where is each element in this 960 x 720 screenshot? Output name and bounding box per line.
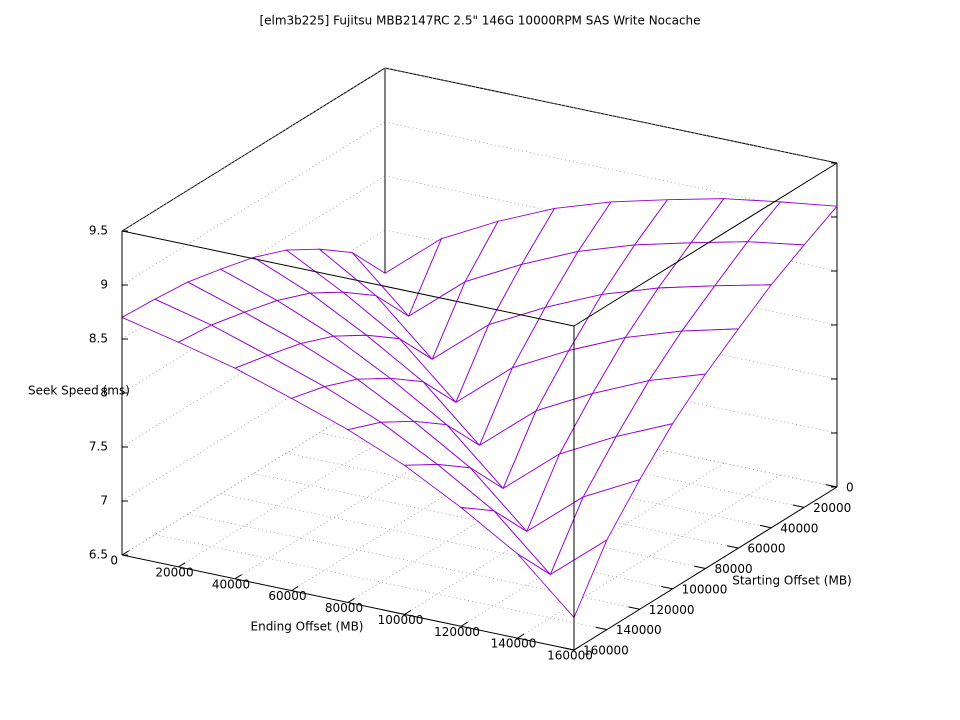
x-tick-label: 100000 <box>378 613 424 627</box>
y-tick-label: 100000 <box>682 582 728 596</box>
y-tick <box>825 484 838 488</box>
x-tick <box>573 645 581 651</box>
z-tick-label: 8.5 <box>89 332 108 346</box>
chart-title: [elm3b225] Fujitsu MBB2147RC 2.5" 146G 1… <box>259 14 700 28</box>
x-tick-label: 20000 <box>155 565 193 579</box>
y-tick-label: 160000 <box>583 644 629 658</box>
grid-line <box>286 452 739 549</box>
x-tick-label: 40000 <box>212 577 250 591</box>
x-tick <box>460 621 468 627</box>
z-tick-label: 7.5 <box>89 440 108 454</box>
box-edge <box>573 162 838 327</box>
x-tick-label: 160000 <box>547 649 593 663</box>
y-tick-label: 40000 <box>780 521 818 535</box>
y-axis-label: Starting Offset (MB) <box>732 574 852 588</box>
z-tick-label: 6.5 <box>89 548 108 562</box>
grid-line <box>220 493 673 590</box>
y-tick <box>694 565 706 569</box>
grid-line <box>253 473 706 569</box>
y-tick <box>726 545 739 549</box>
x-tick <box>121 550 129 556</box>
x-tick <box>178 562 186 568</box>
y-tick-label: 140000 <box>616 623 662 637</box>
z-tick-label: 9 <box>100 278 108 292</box>
x-tick-label: 120000 <box>434 625 480 639</box>
x-tick-label: 60000 <box>268 589 306 603</box>
y-tick-label: 20000 <box>813 501 851 515</box>
box-edge <box>121 230 575 327</box>
y-tick <box>595 626 607 631</box>
z-axis-label: Seek Speed (ms) <box>28 384 130 398</box>
y-tick <box>759 524 772 529</box>
y-tick-label: 80000 <box>715 562 753 576</box>
x-tick-label: 0 <box>110 554 118 568</box>
x-axis-label: Ending Offset (MB) <box>251 620 364 634</box>
y-tick <box>562 647 575 651</box>
x-tick <box>234 574 242 580</box>
x-tick <box>404 609 412 615</box>
grid-line <box>154 534 607 631</box>
y-tick <box>628 606 640 610</box>
x-tick <box>291 586 299 592</box>
x-tick-label: 140000 <box>491 637 537 651</box>
y-tick-label: 120000 <box>649 603 695 617</box>
grid-line <box>384 67 838 164</box>
z-tick-label: 8 <box>100 386 108 400</box>
x-tick-label: 80000 <box>325 601 363 615</box>
y-tick-label: 0 <box>846 481 854 495</box>
z-tick-label: 7 <box>100 494 108 508</box>
x-tick <box>347 597 355 603</box>
y-tick <box>661 586 673 590</box>
box-edge <box>121 67 386 232</box>
y-tick-label: 60000 <box>747 542 785 556</box>
z-tick-label: 9.5 <box>89 224 108 238</box>
x-tick <box>517 633 525 639</box>
y-tick <box>792 504 805 508</box>
